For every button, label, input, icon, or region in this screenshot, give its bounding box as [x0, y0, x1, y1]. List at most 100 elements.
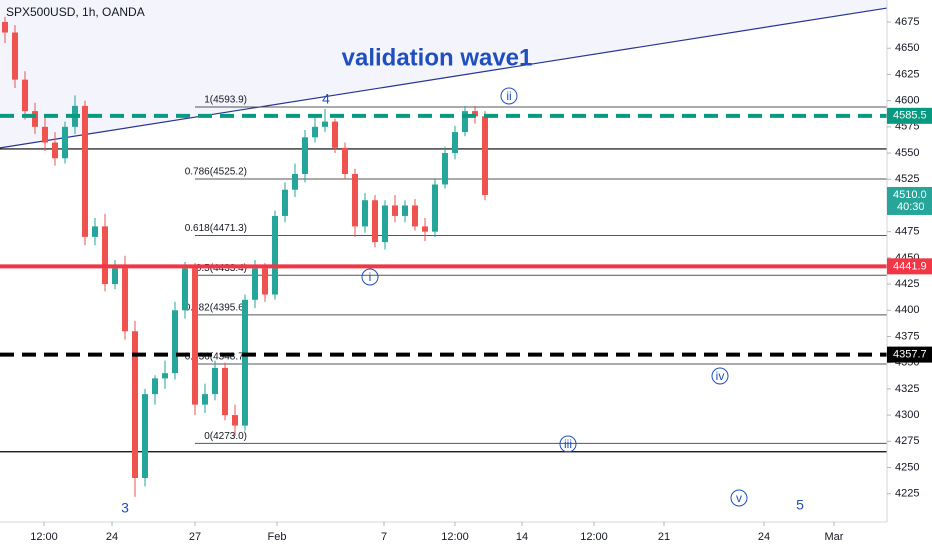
- candle-body: [422, 226, 428, 232]
- candle-body: [282, 189, 288, 216]
- candle-body: [252, 268, 258, 300]
- y-tick-label: 4550: [895, 147, 919, 159]
- candle-body: [182, 268, 188, 311]
- price-tag-label: 4510.0: [893, 189, 927, 201]
- x-tick-label: 12:00: [580, 531, 608, 543]
- trendline: [0, 7, 888, 149]
- candle-body: [302, 137, 308, 174]
- y-tick-label: 4475: [895, 226, 919, 238]
- wave-circle: [711, 367, 729, 385]
- candle-body: [322, 121, 328, 127]
- fib-label: 0.382(4395.6): [185, 303, 247, 314]
- x-tick-label: 24: [758, 531, 770, 543]
- y-tick-label: 4650: [895, 42, 919, 54]
- x-tick-label: 27: [189, 531, 201, 543]
- candle-body: [62, 126, 68, 159]
- wave-circle: [361, 268, 379, 286]
- y-tick-label: 4300: [895, 409, 919, 421]
- candle-body: [172, 310, 178, 374]
- candle-body: [262, 268, 268, 295]
- candle-body: [292, 174, 298, 190]
- candle-body: [382, 205, 388, 243]
- candle-body: [442, 153, 448, 185]
- price-tag: [887, 186, 932, 215]
- x-tick-label: 21: [658, 531, 670, 543]
- candle-body: [402, 205, 408, 216]
- candle-body: [212, 367, 218, 395]
- x-tick-label: 12:00: [441, 531, 469, 543]
- candle-body: [32, 111, 38, 127]
- y-tick-label: 4250: [895, 461, 919, 473]
- countdown-label: 40:30: [897, 201, 925, 213]
- wave-label: v: [736, 491, 742, 505]
- candle-body: [392, 205, 398, 216]
- y-tick-label: 4625: [895, 68, 919, 80]
- candle-body: [12, 32, 18, 80]
- fib-label: 0.236(4348.7): [185, 352, 247, 363]
- x-tick-label: 14: [516, 531, 528, 543]
- x-tick-label: 7: [381, 531, 387, 543]
- candle-body: [42, 126, 48, 143]
- price-tag: [887, 107, 932, 124]
- candle-body: [482, 116, 488, 195]
- y-tick-label: 4400: [895, 304, 919, 316]
- candle-body: [372, 200, 378, 243]
- candle-body: [222, 367, 228, 416]
- candle-body: [242, 299, 248, 426]
- y-tick-label: 4600: [895, 95, 919, 107]
- y-tick-label: 4425: [895, 278, 919, 290]
- price-tag-label: 4441.9: [893, 260, 927, 272]
- candle-body: [272, 215, 278, 295]
- price-tag: [887, 258, 932, 275]
- chart-title: validation wave1: [342, 44, 533, 71]
- fib-label: 0.5(4433.4): [196, 263, 247, 274]
- candle-body: [412, 205, 418, 227]
- candle-body: [122, 268, 128, 332]
- wave-label: 5: [796, 497, 804, 513]
- candle-body: [92, 226, 98, 237]
- x-tick-label: Mar: [825, 531, 844, 543]
- y-tick-label: 4525: [895, 173, 919, 185]
- wave-circle: [500, 87, 518, 105]
- fib-label: 0.618(4471.3): [185, 223, 247, 234]
- y-tick-label: 4275: [895, 435, 919, 447]
- wave-circle: [730, 489, 748, 507]
- candle-body: [52, 142, 58, 159]
- wave-label: iv: [716, 369, 725, 383]
- candle-body: [472, 111, 478, 117]
- price-tag-label: 4585.5: [893, 110, 927, 122]
- candle-body: [432, 184, 438, 232]
- candle-body: [342, 147, 348, 174]
- candle-body: [452, 132, 458, 154]
- wave-circle: [559, 435, 577, 453]
- price-tag: [887, 346, 932, 363]
- candle-body: [132, 331, 138, 478]
- wave-label: ii: [506, 89, 511, 103]
- wave-label: i: [369, 270, 372, 284]
- wave-label: iii: [564, 437, 572, 451]
- wave-label: 4: [322, 91, 330, 107]
- fib-label: 0(4273.0): [204, 431, 247, 442]
- candle-body: [142, 394, 148, 478]
- y-tick-label: 4225: [895, 488, 919, 500]
- wave-label: 3: [121, 500, 129, 516]
- trend-zone: [0, 0, 887, 148]
- x-tick-label: 12:00: [30, 531, 58, 543]
- fib-label: 1(4593.9): [204, 95, 247, 106]
- candle-body: [162, 373, 168, 379]
- candle-body: [352, 174, 358, 227]
- candle-body: [82, 105, 88, 237]
- price-tag-label: 4357.7: [893, 349, 927, 361]
- y-tick-label: 4325: [895, 383, 919, 395]
- chart-header: SPX500USD, 1h, OANDA: [6, 5, 145, 19]
- candle-body: [232, 415, 238, 426]
- x-tick-label: 24: [106, 531, 118, 543]
- candle-body: [152, 378, 158, 395]
- candle-body: [312, 126, 318, 138]
- plot-area: 1(4593.9) 0.786(4525.2) 0.618(4471.3) 0.5(4…: [0, 0, 888, 497]
- candle-body: [462, 111, 468, 133]
- candle-body: [362, 200, 368, 227]
- y-tick-label: 4675: [895, 16, 919, 28]
- candle-body: [112, 268, 118, 285]
- candle-body: [192, 268, 198, 405]
